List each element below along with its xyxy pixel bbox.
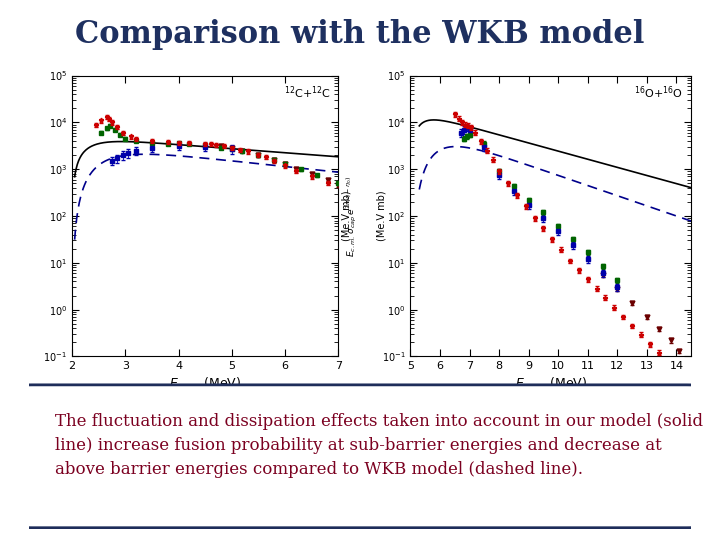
X-axis label: $E_{c.m.}$ (MeV): $E_{c.m.}$ (MeV)	[169, 375, 241, 391]
Text: (Me.V mb): (Me.V mb)	[377, 191, 387, 241]
Text: (Me.V mb): (Me.V mb)	[341, 191, 351, 241]
Text: The fluctuation and dissipation effects taken into account in our model (solid
l: The fluctuation and dissipation effects …	[55, 413, 703, 478]
X-axis label: $E_{c.m.}$ (MeV): $E_{c.m.}$ (MeV)	[515, 375, 587, 391]
Text: $^{16}$O+$^{16}$O: $^{16}$O+$^{16}$O	[634, 84, 683, 100]
FancyBboxPatch shape	[12, 385, 706, 528]
Text: Comparison with the WKB model: Comparison with the WKB model	[76, 19, 644, 50]
Text: $^{12}$C+$^{12}$C: $^{12}$C+$^{12}$C	[284, 84, 330, 100]
Text: $E_{c.m.}\,\sigma_{cap}\,e^{2\pi(\eta-\eta_0)}$: $E_{c.m.}\,\sigma_{cap}\,e^{2\pi(\eta-\e…	[344, 176, 359, 256]
